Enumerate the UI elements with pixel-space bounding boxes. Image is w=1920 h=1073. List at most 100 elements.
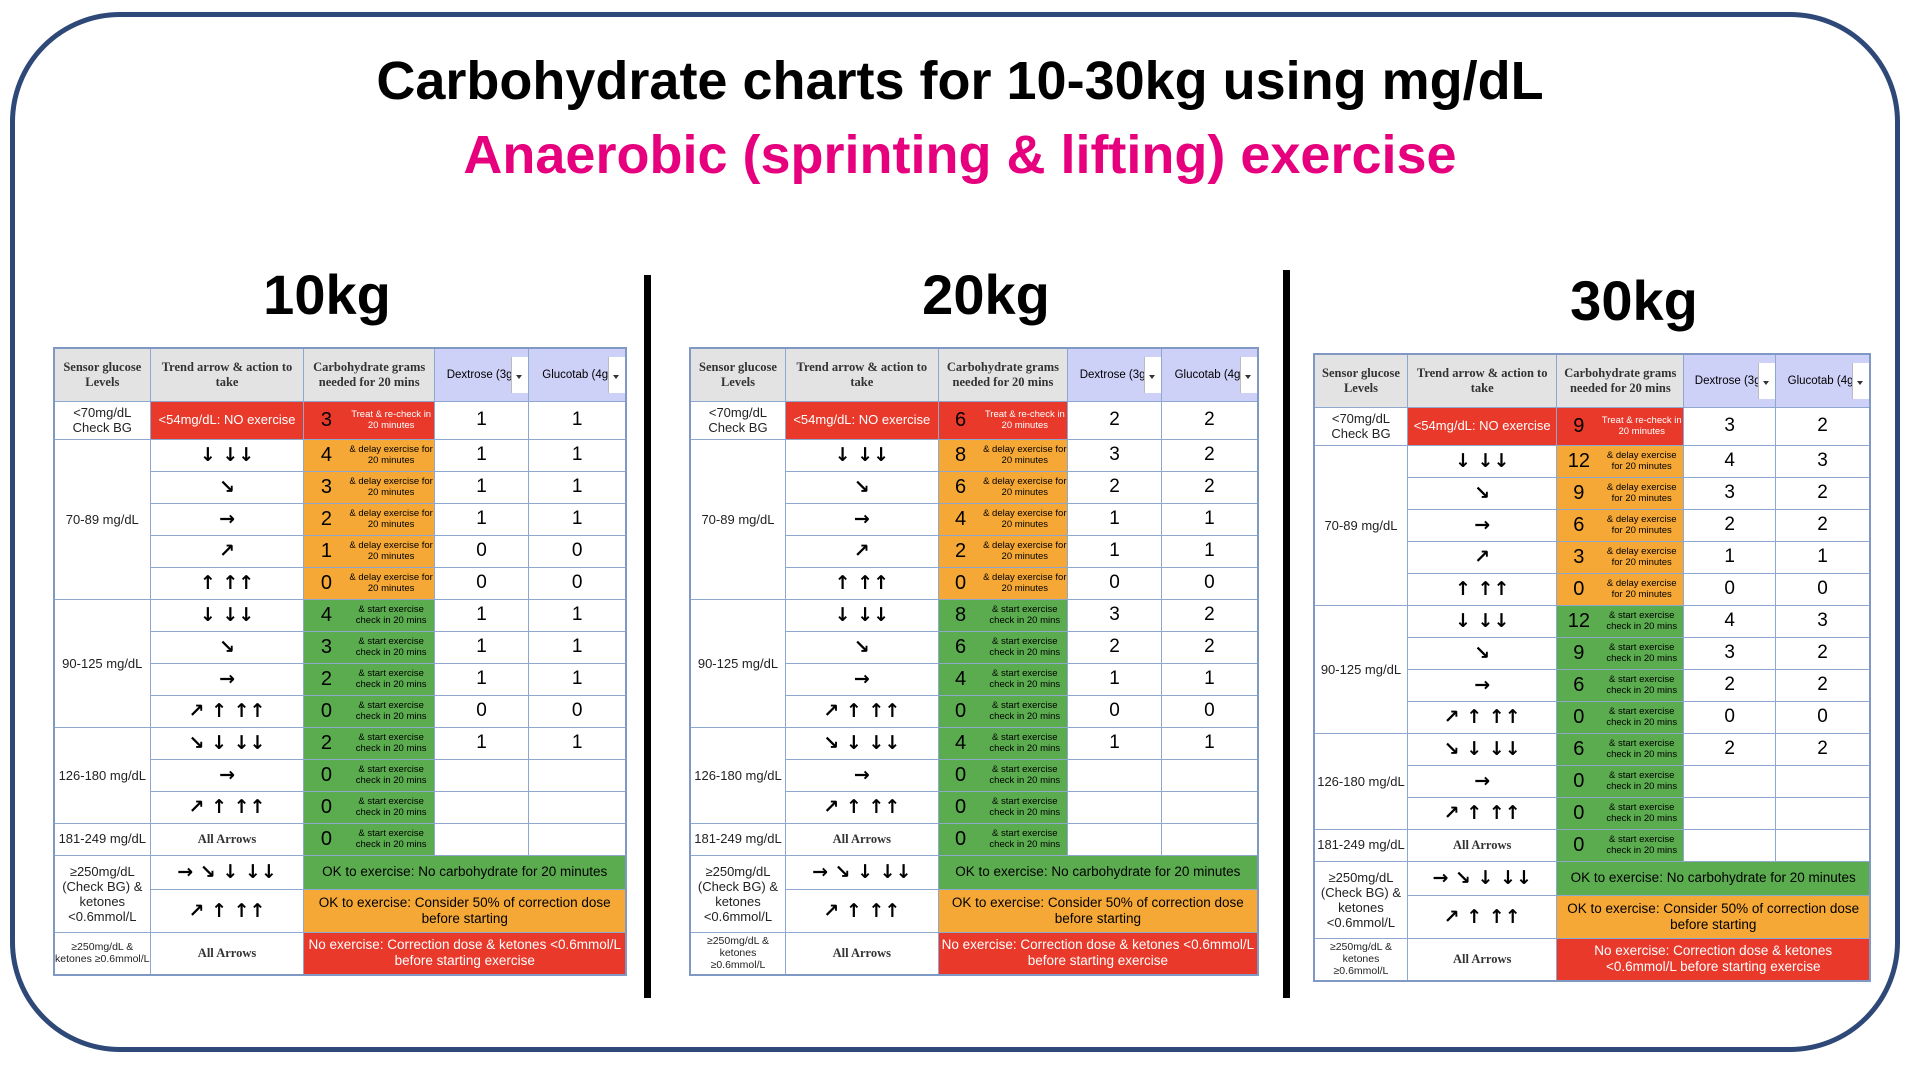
glucose-level: <70mg/dL Check BG	[1313, 406, 1408, 446]
glucotab: 0	[1160, 694, 1259, 728]
row: ≥250mg/dL & ketones ≥0.6mmol/L All Arrows…	[689, 931, 1259, 976]
grams-note: & start exercise check in 20 mins	[1606, 770, 1678, 792]
grams-wrap: 4 & delay exercise for 20 minutes	[939, 508, 1067, 531]
glucotab	[528, 758, 627, 792]
grams-value: 0	[954, 571, 967, 594]
trend-arrows: ↗ ↑ ↑↑	[1406, 796, 1558, 830]
column-header: Trend arrow & action to take	[784, 347, 939, 402]
grams-wrap: 4 & delay exercise for 20 minutes	[305, 444, 433, 467]
glucotab: 2	[1774, 406, 1871, 446]
glucotab: 1	[528, 598, 627, 632]
trend-arrows: ↗	[1406, 540, 1558, 574]
glucotab: 2	[1160, 630, 1259, 664]
glucotab: 2	[1774, 636, 1871, 670]
row: ↗ 2 & delay exercise for 20 minutes 1 1	[690, 534, 1259, 568]
row: ↗ ↑ ↑↑ OK to exercise: Consider 50% of co…	[1314, 894, 1871, 939]
grams: 6 & start exercise check in 20 mins	[1556, 668, 1685, 702]
message: OK to exercise: No carbohydrate for 20 m…	[937, 854, 1259, 890]
grams-value: 0	[320, 699, 332, 722]
grams-note: & start exercise check in 20 mins	[989, 828, 1061, 850]
grams-wrap: 6 Treat & re-check in 20 minutes	[939, 408, 1067, 432]
row: 181-249 mg/dL All Arrows 0 & start exercise…	[689, 822, 1259, 856]
grams-value: 0	[954, 795, 967, 818]
row: 126-180 mg/dL ↘ ↓ ↓↓ 2 & start exercise che…	[53, 726, 627, 824]
dropdown	[1757, 363, 1775, 399]
grams: 0 & start exercise check in 20 mins	[303, 790, 435, 824]
row: <70mg/dL Check BG <54mg/dL: NO exercise 3 T…	[53, 400, 627, 440]
trend-arrows: ↗ ↑ ↑↑	[1406, 700, 1558, 734]
glucotab: 1	[528, 400, 627, 440]
glucose-level: ≥250mg/dL (Check BG) & ketones <0.6mmol/…	[53, 854, 151, 933]
grams-value: 0	[1573, 769, 1585, 792]
dextrose	[1683, 764, 1776, 798]
glucose-level: 90-125 mg/dL	[1313, 604, 1408, 734]
column-header: Dextrose (3g)	[1683, 353, 1776, 408]
column-header-text: Dextrose (3g)	[446, 368, 517, 381]
row: 70-89 mg/dL ↓ ↓↓ 4 & delay exercise for 20 …	[53, 438, 627, 600]
grams-value: 2	[320, 731, 332, 754]
row: ↗ ↑ ↑↑ 0 & start exercise check in 20 mins	[690, 790, 1259, 824]
row: ≥250mg/dL (Check BG) & ketones <0.6mmol/…	[1313, 860, 1871, 939]
trend-arrows: ↗ ↑ ↑↑	[784, 790, 939, 824]
dropdown	[608, 357, 625, 393]
grams-wrap: 0 & start exercise check in 20 mins	[1558, 769, 1683, 793]
grams-note: & delay exercise for 20 minutes	[349, 444, 433, 466]
glucose-level: 126-180 mg/dL	[689, 726, 786, 824]
grams-value: 12	[1567, 449, 1590, 472]
grams-value: 6	[954, 408, 967, 431]
carb-table: Sensor glucose Levels Trend arrow & actio…	[689, 347, 1259, 976]
grams: 6 & start exercise check in 20 mins	[937, 630, 1069, 664]
trend-arrows: ↘	[784, 470, 939, 504]
glucotab: 0	[1774, 572, 1871, 606]
grams-value: 1	[320, 539, 332, 562]
dextrose	[433, 758, 530, 792]
grams: 0 & start exercise check in 20 mins	[1556, 764, 1685, 798]
message: OK to exercise: No carbohydrate for 20 m…	[1556, 860, 1871, 896]
glucotab: 1	[528, 662, 627, 696]
row: <70mg/dL Check BG <54mg/dL: NO exercise 6 T…	[689, 400, 1259, 440]
grams: 9 & delay exercise for 20 minutes	[1556, 476, 1685, 510]
glucotab: 3	[1774, 604, 1871, 638]
table-title: 10kg	[263, 263, 391, 326]
glucotab	[528, 790, 627, 824]
divider	[1283, 270, 1290, 998]
grams: 3 Treat & re-check in 20 minutes	[303, 400, 435, 440]
glucose-level: ≥250mg/dL & ketones ≥0.6mmol/L	[1313, 937, 1408, 982]
trend-arrows: ↓ ↓↓	[149, 598, 305, 632]
column-header: Trend arrow & action to take	[149, 347, 305, 402]
grams-value: 3	[320, 408, 332, 431]
grams-wrap: 0 & start exercise check in 20 mins	[305, 764, 433, 787]
message: OK to exercise: Consider 50% of correcti…	[1556, 894, 1871, 939]
trend-arrows: ↘ ↓ ↓↓	[149, 726, 305, 760]
grams-wrap: 0 & start exercise check in 20 mins	[305, 796, 433, 819]
grams: 0 & start exercise check in 20 mins	[937, 790, 1069, 824]
dropdown	[1143, 357, 1161, 393]
trend-arrows: →	[149, 502, 305, 536]
grams-value: 4	[954, 667, 967, 690]
trend-arrows: →	[149, 662, 305, 696]
grams: 6 & delay exercise for 20 minutes	[1556, 508, 1685, 542]
grams: 0 & delay exercise for 20 minutes	[303, 566, 435, 600]
grams-wrap: 0 & start exercise check in 20 mins	[939, 795, 1067, 819]
glucotab: 0	[528, 566, 627, 600]
grams-wrap: 8 & delay exercise for 20 minutes	[939, 444, 1067, 467]
grams-note: Treat & re-check in 20 minutes	[351, 409, 432, 431]
grams: 2 & delay exercise for 20 minutes	[937, 534, 1069, 568]
grams-value: 0	[954, 763, 967, 786]
grams: 0 & delay exercise for 20 minutes	[937, 566, 1069, 600]
grams-wrap: 2 & start exercise check in 20 mins	[305, 731, 433, 755]
dropdown	[1240, 357, 1257, 393]
grams-wrap: 2 & start exercise check in 20 mins	[305, 668, 433, 691]
row: 90-125 mg/dL ↓ ↓↓ 4 & start exercise check …	[53, 598, 627, 728]
message: OK to exercise: Consider 50% of correcti…	[303, 888, 627, 933]
dropdown-caret	[516, 374, 523, 379]
glucotab: 1	[1774, 540, 1871, 574]
grams-value: 0	[1573, 833, 1585, 856]
subtitle: Anaerobic (sprinting & lifting) exercise	[463, 125, 1457, 185]
grams-note: & start exercise check in 20 mins	[989, 764, 1061, 786]
grams-note: & delay exercise for 20 minutes	[983, 572, 1067, 594]
grams: 3 & delay exercise for 20 minutes	[1556, 540, 1685, 574]
row: 90-125 mg/dL ↓ ↓↓ 8 & start exercise check …	[689, 598, 1259, 728]
column-header-text: Carbohydrate grams needed for 20 mins	[1564, 365, 1677, 395]
message: OK to exercise: Consider 50% of correcti…	[937, 888, 1259, 933]
